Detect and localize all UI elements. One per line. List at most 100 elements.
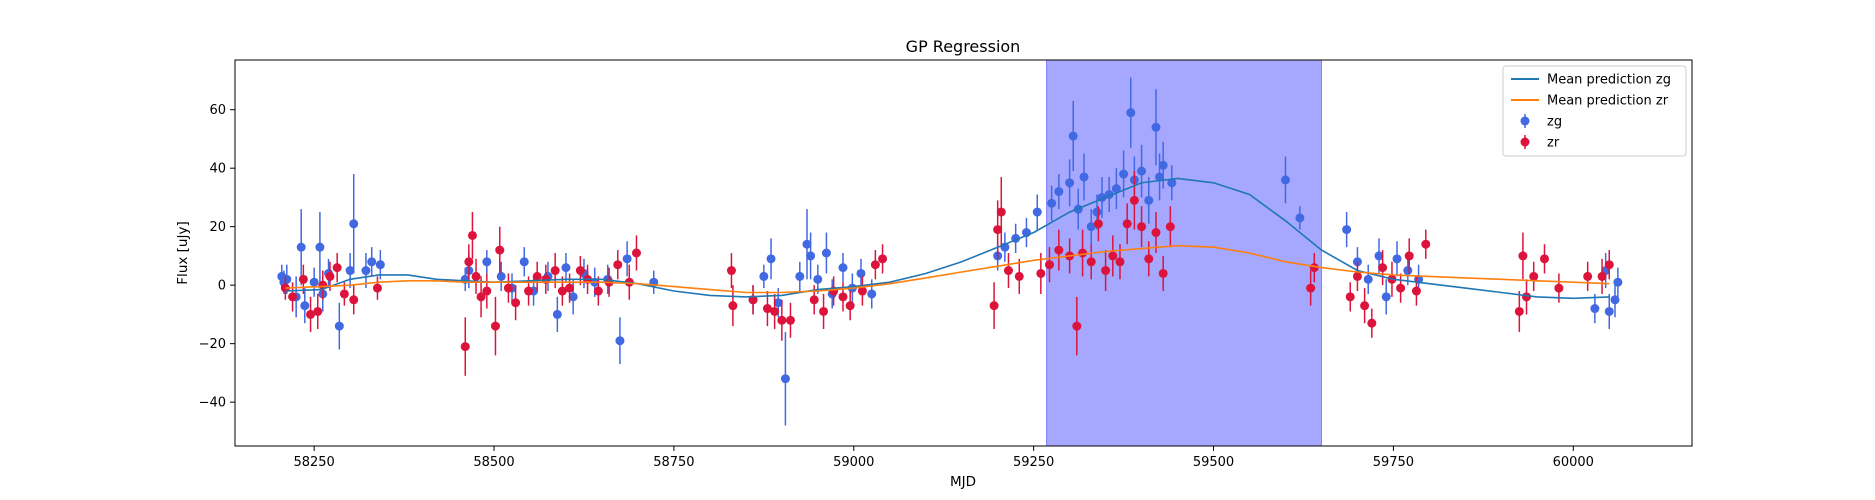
data-point (1522, 292, 1532, 302)
data-point (1003, 266, 1013, 276)
data-point (748, 295, 758, 305)
data-point (349, 295, 359, 305)
data-point (1115, 257, 1125, 267)
legend-marker-swatch (1520, 137, 1530, 147)
y-tick-label: 0 (218, 279, 226, 294)
y-tick-label: 40 (209, 162, 226, 177)
data-point (1403, 266, 1413, 276)
data-point (1044, 260, 1054, 270)
y-axis: −40 −20 0 20 40 60 (199, 103, 235, 411)
x-tick-label: 59250 (1013, 455, 1054, 470)
plot-frame (234, 59, 1693, 447)
x-tick-label: 60000 (1553, 455, 1594, 470)
data-point (878, 254, 888, 264)
data-point (282, 274, 292, 284)
data-point (524, 286, 534, 296)
data-point (857, 286, 867, 296)
data-point (464, 257, 474, 267)
data-point (1554, 283, 1564, 293)
line-mean-prediction-zr (285, 244, 1610, 294)
data-point (989, 301, 999, 311)
data-point (325, 271, 335, 281)
data-point (519, 257, 529, 267)
data-point (1604, 260, 1614, 270)
data-point (1129, 195, 1139, 205)
x-tick-label: 59000 (833, 455, 874, 470)
data-point (1079, 172, 1089, 182)
data-point (615, 336, 625, 346)
data-point (1093, 219, 1103, 229)
data-point (300, 301, 310, 311)
data-point (845, 301, 855, 311)
data-point (593, 286, 603, 296)
data-point (349, 219, 359, 229)
data-point (565, 283, 575, 293)
data-point (996, 207, 1006, 217)
data-point (1101, 266, 1111, 276)
x-axis-label: MJD (950, 474, 976, 490)
data-point (1404, 251, 1414, 261)
legend: Mean prediction zg Mean prediction zr zg zr (1502, 65, 1687, 157)
data-point (1613, 277, 1623, 287)
data-point (1108, 251, 1118, 261)
data-point (1381, 292, 1391, 302)
data-point (1363, 274, 1373, 284)
data-point (345, 266, 355, 276)
data-point (561, 263, 571, 273)
data-point (821, 248, 831, 258)
chart-title: GP Regression (906, 37, 1021, 56)
data-point (296, 242, 306, 252)
data-point (802, 239, 812, 249)
data-point (766, 254, 776, 264)
data-point (1137, 166, 1147, 176)
data-point (806, 251, 816, 261)
data-point (870, 260, 880, 270)
legend-item: zr (1520, 135, 1560, 151)
series-zr (280, 171, 1614, 376)
data-point (1295, 213, 1305, 223)
data-point (339, 289, 349, 299)
data-point (856, 268, 866, 278)
data-point (1590, 304, 1600, 314)
data-point (1054, 187, 1064, 197)
data-point (1137, 222, 1147, 232)
x-tick-label: 58250 (293, 455, 334, 470)
data-point (460, 342, 470, 352)
data-point (1032, 207, 1042, 217)
data-point (288, 292, 298, 302)
legend-item: zg (1520, 114, 1562, 130)
data-point (1345, 292, 1355, 302)
data-point (1126, 108, 1136, 118)
data-point (334, 321, 344, 331)
data-point (780, 374, 790, 384)
data-point (759, 271, 769, 281)
data-point (819, 306, 829, 316)
data-point (1158, 160, 1168, 170)
series-zg (277, 77, 1623, 426)
y-tick-label: 60 (209, 103, 226, 118)
x-tick-label: 59500 (1193, 455, 1234, 470)
data-point (315, 242, 325, 252)
data-point (1374, 251, 1384, 261)
data-point (1396, 283, 1406, 293)
data-point (1360, 301, 1370, 311)
data-point (726, 266, 736, 276)
x-tick-label: 58750 (653, 455, 694, 470)
data-point (838, 263, 848, 273)
data-point (728, 301, 738, 311)
data-point (1122, 219, 1132, 229)
data-point (495, 245, 505, 255)
data-point (568, 292, 578, 302)
legend-item: Mean prediction zr (1511, 94, 1669, 109)
data-point (490, 321, 500, 331)
legend-label: zr (1547, 136, 1560, 151)
data-point (1583, 271, 1593, 281)
data-point (1072, 321, 1082, 331)
data-point (1306, 283, 1316, 293)
data-point (1036, 268, 1046, 278)
data-point (332, 263, 342, 273)
data-point (1086, 222, 1096, 232)
data-point (1604, 306, 1614, 316)
data-point (1597, 271, 1607, 281)
data-point (557, 286, 567, 296)
